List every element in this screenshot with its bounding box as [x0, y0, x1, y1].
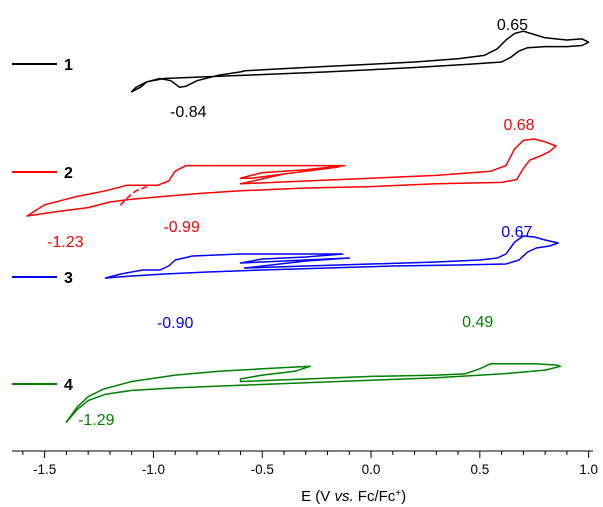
x-tick-label: -0.5 [251, 462, 274, 477]
annotation-3-2: -0.90 [157, 315, 194, 332]
annotation-2-2: -1.23 [47, 234, 84, 251]
legend-label-3: 3 [64, 270, 73, 287]
x-tick-label: -1.5 [33, 462, 56, 477]
trace-3-forward [104, 235, 559, 279]
trace-2-reverse [26, 164, 346, 217]
trace-4 [65, 362, 562, 423]
x-axis-title-mid: Fc/Fc [354, 488, 396, 505]
trace-1 [130, 30, 590, 93]
annotation-2-3: -0.99 [163, 219, 200, 236]
x-tick-label: 1.0 [579, 462, 598, 477]
trace-1-forward [130, 30, 590, 93]
trace-2 [26, 138, 557, 217]
x-axis-title-italic: vs. [334, 488, 353, 505]
x-axis-title-pre: E (V [301, 488, 334, 505]
annotation-4-2: -1.29 [78, 412, 115, 429]
trace-2-dashed [120, 185, 148, 206]
annotation-2-1: 0.68 [503, 117, 534, 134]
annotation-3-1: 0.67 [501, 224, 532, 241]
trace-2-forward [26, 138, 557, 217]
annotation-4-1: 0.49 [462, 314, 493, 331]
trace-1-reverse [130, 70, 246, 93]
cv-traces [26, 30, 590, 423]
legend-label-1: 1 [64, 57, 73, 74]
x-axis-title-post: ) [401, 488, 406, 505]
peak-annotations: 0.65 -0.84 0.68 -1.23 -0.99 0.67 -0.90 0.49 -1.2… [47, 17, 535, 429]
annotation-1-2: -0.84 [170, 104, 207, 121]
x-tick-label: 0.0 [362, 462, 381, 477]
annotation-1-1: 0.65 [497, 17, 528, 34]
trace-3 [104, 235, 559, 279]
x-axis-title: E (V vs. Fc/Fc+) [301, 488, 406, 506]
x-tick-label: -1.0 [142, 462, 165, 477]
x-axis: -1.5 -1.0 -0.5 0.0 0.5 1.0 [12, 450, 598, 477]
legend-label-2: 2 [64, 165, 73, 182]
x-axis-title-sup: + [395, 488, 401, 499]
legend-label-4: 4 [64, 377, 73, 394]
x-tick-label: 0.5 [470, 462, 489, 477]
trace-3-reverse [104, 253, 351, 279]
legend: 1 2 3 4 [12, 57, 73, 394]
trace-4-forward [65, 362, 562, 423]
x-axis-ticks: -1.5 -1.0 -0.5 0.0 0.5 1.0 [22, 451, 598, 477]
trace-4-reverse [65, 365, 311, 423]
